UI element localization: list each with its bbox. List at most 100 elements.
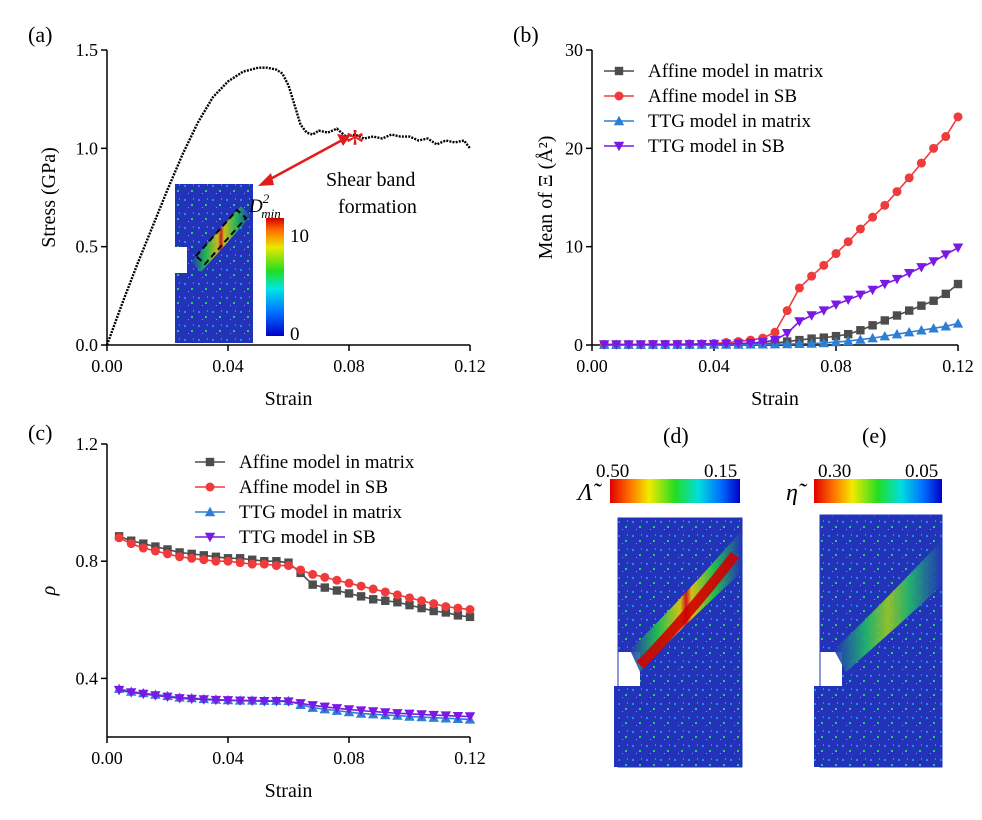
- c-data-point: [369, 595, 378, 604]
- b-data-point: [794, 283, 804, 293]
- c-data-point: [283, 697, 294, 707]
- panel-a-label: (a): [28, 22, 52, 47]
- c-x-axis-label: Strain: [265, 780, 313, 802]
- b-data-point: [941, 289, 950, 299]
- c-data-point: [126, 539, 136, 549]
- c-data-point: [174, 694, 185, 704]
- b-data-point: [733, 339, 744, 349]
- c-data-point: [319, 702, 330, 713]
- c-data-point: [113, 685, 125, 696]
- b-legend-label: Affine model in matrix: [648, 61, 824, 82]
- c-data-point: [234, 696, 246, 706]
- b-data-point: [708, 339, 720, 350]
- c-data-point: [392, 590, 402, 600]
- c-data-point: [175, 552, 185, 562]
- c-y-axis-label: ρ: [38, 586, 60, 597]
- c-data-point: [381, 596, 390, 605]
- b-data-point: [635, 340, 646, 350]
- b-data-point: [843, 335, 854, 346]
- b-data-point: [806, 338, 817, 348]
- b-data-point: [928, 257, 939, 267]
- c-data-point: [210, 695, 222, 706]
- b-series-0: [600, 279, 963, 349]
- a-y-axis-label: Stress (GPa): [38, 147, 60, 248]
- b-data-point: [770, 327, 780, 337]
- b-legend-marker: [614, 66, 624, 76]
- map-d-right-value: 0.15: [704, 461, 737, 482]
- b-data-point: [721, 339, 732, 350]
- a-y-tick-label: 1.0: [76, 138, 99, 158]
- b-legend-marker: [614, 91, 624, 101]
- b-data-point: [867, 332, 878, 343]
- panel-a-axes: 0.00 0.04 0.08 0.12 0.0 0.5 1.0 1.5 Strain Stress…: [38, 40, 486, 410]
- b-y-tick-label: 0: [574, 335, 583, 355]
- annotation-text-line1: Shear band: [326, 169, 415, 191]
- b-data-point: [904, 327, 915, 337]
- c-data-point: [162, 692, 173, 703]
- b-legend-marker: [613, 141, 625, 152]
- c-legend-marker: [205, 482, 215, 492]
- b-legend-label: Affine model in SB: [648, 86, 797, 107]
- b-data-point: [953, 112, 963, 122]
- map-d-image: [614, 517, 743, 768]
- c-legend-marker: [204, 532, 216, 543]
- c-data-point: [126, 688, 137, 698]
- c-data-point: [247, 559, 257, 569]
- b-data-point: [905, 306, 914, 315]
- shear-band-box: [194, 208, 248, 266]
- b-data-point: [879, 330, 890, 341]
- b-data-point: [611, 340, 622, 350]
- b-data-point: [916, 158, 926, 168]
- b-data-point: [879, 279, 890, 290]
- c-x-tick-label: 0.04: [212, 748, 244, 768]
- c-data-point: [187, 553, 197, 563]
- panel-b-data: [599, 112, 964, 350]
- c-series-1: [114, 533, 475, 615]
- b-data-point: [782, 338, 793, 349]
- arrow-head-right: [337, 134, 350, 146]
- b-data-point: [892, 311, 902, 320]
- b-data-point: [819, 333, 828, 342]
- annotation-star-marker: *: [345, 121, 365, 166]
- map-d-symbol: Λ̃: [576, 480, 602, 506]
- map-e-right-value: 0.05: [905, 461, 938, 482]
- arrow-head-left: [258, 173, 274, 186]
- b-data-point: [868, 321, 877, 330]
- c-data-point: [332, 575, 342, 585]
- a-x-axis-label: Strain: [265, 388, 313, 410]
- b-data-point: [868, 212, 878, 222]
- c-data-point: [344, 578, 354, 588]
- b-data-point: [843, 295, 854, 305]
- c-data-point: [320, 583, 329, 592]
- a-x-tick-label: 0.00: [91, 356, 123, 376]
- c-legend-label: TTG model in matrix: [239, 502, 403, 523]
- b-data-point: [819, 260, 829, 270]
- c-data-point: [392, 709, 403, 719]
- annotation-text-line2: formation: [338, 196, 417, 218]
- panel-b: (b) 0.00 0.04 0.08 0.12 0 10 20 30 Strain Mean of…: [513, 22, 974, 410]
- b-data-point: [794, 338, 805, 349]
- c-legend-marker: [205, 457, 215, 467]
- b-data-point: [745, 338, 756, 349]
- c-data-point: [416, 710, 427, 720]
- b-data-point: [806, 311, 817, 321]
- b-data-point: [891, 274, 903, 285]
- b-data-point: [880, 200, 890, 210]
- b-data-point: [904, 269, 915, 279]
- map-d-colorbar: [610, 479, 740, 503]
- b-data-point: [916, 263, 927, 273]
- c-legend-marker: [204, 506, 216, 517]
- b-data-point: [929, 143, 939, 153]
- c-data-point: [356, 592, 366, 601]
- b-series-3: [599, 243, 964, 350]
- c-series-line: [118, 537, 471, 611]
- c-data-point: [114, 533, 124, 543]
- c-data-point: [355, 706, 367, 716]
- c-data-point: [211, 556, 221, 566]
- c-data-point: [368, 584, 378, 594]
- inset-dmin-map: [175, 184, 253, 343]
- c-data-point: [356, 581, 366, 591]
- c-x-tick-label: 0.08: [333, 748, 365, 768]
- a-y-tick-label: 1.5: [76, 40, 99, 60]
- c-data-point: [163, 549, 172, 559]
